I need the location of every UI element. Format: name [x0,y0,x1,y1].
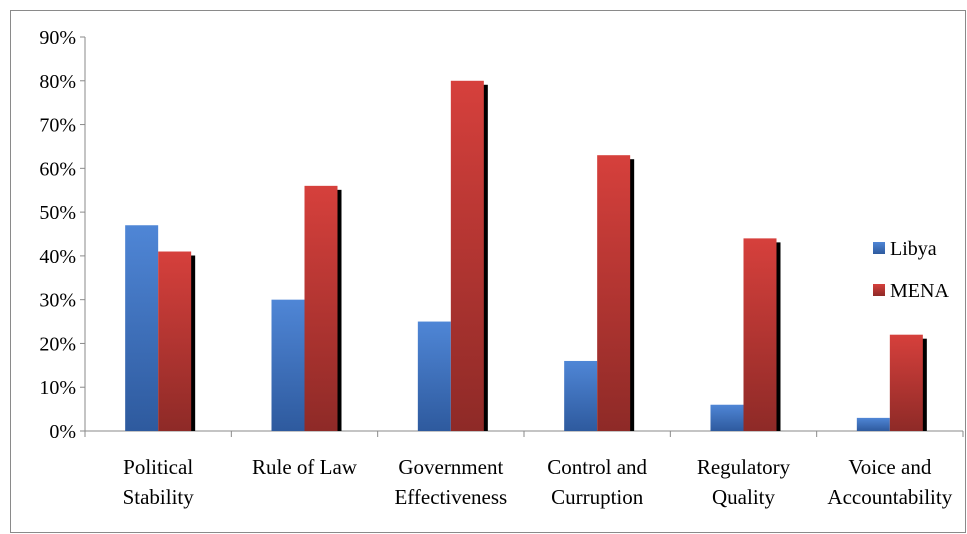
bar-libya [125,225,159,431]
category-label: Control and Curruption [547,455,647,509]
y-tick-label: 30% [39,290,76,312]
bar-libya [856,417,890,431]
category-label: Political Stability [123,455,195,509]
legend-swatch-mena [873,284,885,296]
bar-mena [304,185,338,431]
bar-mena [597,155,631,431]
y-tick-label: 80% [39,71,76,93]
category-label: Voice and Accountability [827,455,952,509]
bar-mena [158,251,192,431]
y-tick-label: 0% [49,421,76,443]
legend-swatch-libya [873,242,885,254]
bar-mena [743,238,777,431]
bar-libya [417,321,451,431]
y-tick-label: 20% [39,333,76,355]
y-tick-label: 40% [39,246,76,268]
y-tick-label: 10% [39,377,76,399]
bars [125,80,927,432]
category-label: Government Effectiveness [394,455,507,509]
legend: Libya MENA [873,238,949,302]
bar-libya [710,404,744,431]
y-tick-label: 50% [39,202,76,224]
bar-mena [889,334,923,431]
y-tick-label: 90% [39,27,76,49]
legend-label-mena: MENA [890,280,949,302]
bar-libya [564,360,598,431]
y-tick-label: 60% [39,158,76,180]
legend-label-libya: Libya [890,238,937,260]
bar-libya [271,299,305,431]
y-tick-label: 70% [39,115,76,137]
category-label: Regulatory Quality [697,455,791,509]
bar-mena [450,80,484,432]
x-axis: Political Stability Rule of Law Government E… [84,430,964,509]
category-label: Rule of Law [252,455,358,479]
y-axis: 0% 10% 20% 30% 40% 50% 60% 70% 80% 90% [39,27,86,443]
chart-border [10,10,966,533]
